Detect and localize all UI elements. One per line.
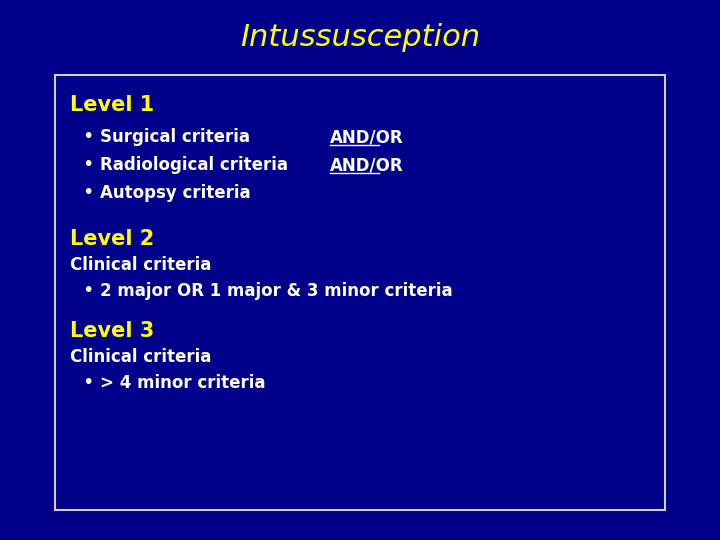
Text: Surgical criteria: Surgical criteria	[100, 128, 250, 146]
Text: AND/OR: AND/OR	[330, 128, 404, 146]
Text: 2 major OR 1 major & 3 minor criteria: 2 major OR 1 major & 3 minor criteria	[100, 282, 453, 300]
Text: Clinical criteria: Clinical criteria	[70, 348, 212, 366]
Text: •: •	[82, 156, 94, 174]
Text: Clinical criteria: Clinical criteria	[70, 256, 212, 274]
Text: Level 2: Level 2	[70, 229, 154, 249]
Text: > 4 minor criteria: > 4 minor criteria	[100, 374, 266, 392]
Text: AND/OR: AND/OR	[330, 156, 404, 174]
Text: Intussusception: Intussusception	[240, 24, 480, 52]
Text: •: •	[82, 281, 94, 300]
Text: •: •	[82, 184, 94, 202]
Text: Radiological criteria: Radiological criteria	[100, 156, 288, 174]
Text: Autopsy criteria: Autopsy criteria	[100, 184, 251, 202]
Text: Level 1: Level 1	[70, 95, 154, 115]
Text: •: •	[82, 374, 94, 393]
Text: Level 3: Level 3	[70, 321, 154, 341]
Text: •: •	[82, 127, 94, 146]
FancyBboxPatch shape	[55, 75, 665, 510]
